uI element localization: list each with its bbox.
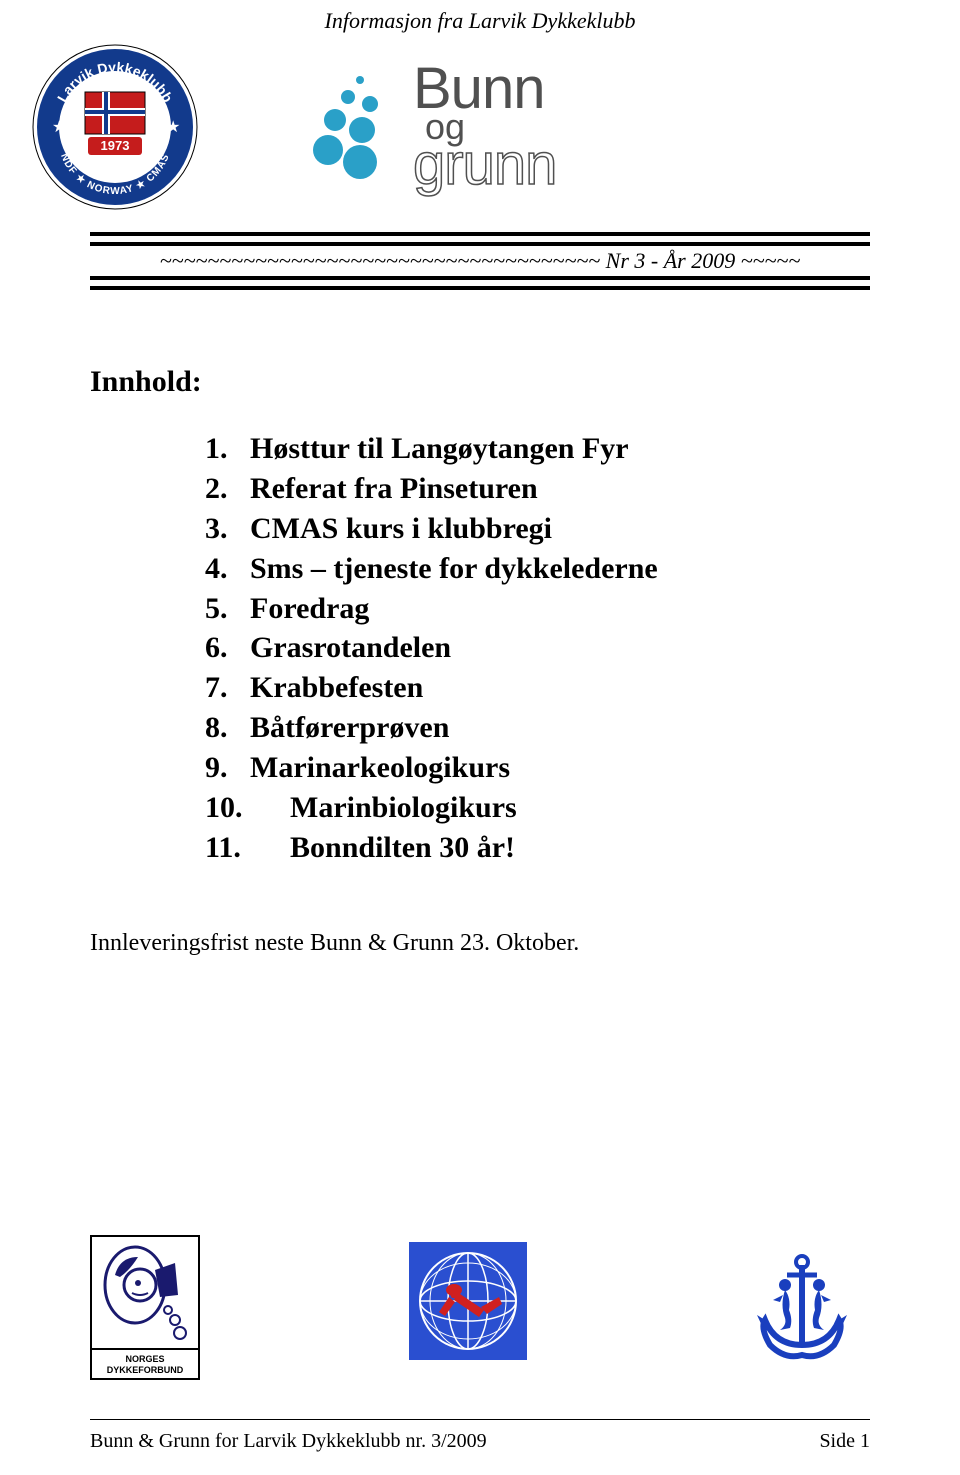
issue-line: ~~~~~~~~~~~~~~~~~~~~~~~~~~~~~~~~~~~~~ Nr… [90,246,870,276]
issue-divider: ~~~~~~~~~~~~~~~~~~~~~~~~~~~~~~~~~~~~~ Nr… [90,232,870,290]
masthead-word-3: grunn [413,140,556,189]
toc-item: 2.Referat fra Pinseturen [205,469,870,509]
toc-item: 7.Krabbefesten [205,668,870,708]
toc-item: 5.Foredrag [205,589,870,629]
toc-heading: Innhold: [90,365,870,399]
mermaid-logo [735,1250,870,1370]
toc-item: 10.Marinbiologikurs [205,788,870,828]
club-logo: Larvik Dykkeklubb NDF ★ NORWAY ★ CMAS 19… [30,42,200,212]
toc-item: 9.Marinarkeologikurs [205,748,870,788]
footer-logos: NORGES DYKKEFORBUND [90,1235,870,1385]
footer-text: Bunn & Grunn for Larvik Dykkeklubb nr. 3… [90,1430,870,1453]
toc-item: 6.Grasrotandelen [205,628,870,668]
toc-list: 1.Høsttur til Langøytangen Fyr 2.Referat… [205,429,870,868]
svg-text:1973: 1973 [101,138,130,153]
svg-text:★: ★ [52,119,66,136]
masthead-title: Bunn og grunn [300,64,556,189]
toc-item: 4.Sms – tjeneste for dykkelederne [205,549,870,589]
toc-item: 8.Båtførerprøven [205,708,870,748]
footer-right: Side 1 [819,1430,870,1453]
svg-text:NORGES: NORGES [125,1354,164,1364]
toc-item: 11.Bonndilten 30 år! [205,828,870,868]
cmas-logo [409,1242,527,1365]
source-line: Informasjon fra Larvik Dykkeklubb [90,8,870,34]
masthead-row: Larvik Dykkeklubb NDF ★ NORWAY ★ CMAS 19… [90,42,870,212]
footer-left: Bunn & Grunn for Larvik Dykkeklubb nr. 3… [90,1430,487,1453]
ndf-logo: NORGES DYKKEFORBUND [90,1235,200,1385]
bubbles-icon [300,72,395,182]
deadline-text: Innleveringsfrist neste Bunn & Grunn 23.… [90,930,870,957]
svg-text:DYKKEFORBUND: DYKKEFORBUND [107,1365,184,1375]
toc-item: 1.Høsttur til Langøytangen Fyr [205,429,870,469]
footer-rule [90,1419,870,1420]
svg-text:★: ★ [166,119,180,136]
toc-item: 3.CMAS kurs i klubbregi [205,509,870,549]
